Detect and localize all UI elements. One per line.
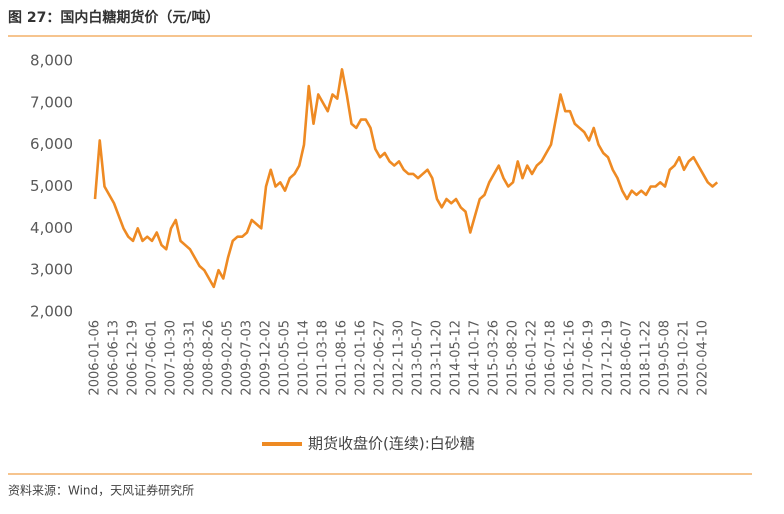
x-tick-label: 2012-01-16: [354, 320, 369, 396]
y-tick-label: 8,000: [30, 52, 73, 70]
x-tick-label: 2015-03-26: [487, 320, 502, 396]
x-tick-label: 2017-06-19: [582, 320, 597, 396]
x-tick-label: 2012-06-27: [373, 320, 388, 396]
x-tick-label: 2013-05-07: [411, 320, 426, 396]
x-tick-label: 2009-02-05: [221, 320, 236, 396]
x-tick-label: 2012-11-30: [392, 320, 407, 396]
x-tick-label: 2006-06-13: [107, 320, 122, 396]
x-tick-label: 2007-10-30: [164, 320, 179, 396]
x-tick-label: 2019-05-08: [658, 320, 673, 396]
x-tick-label: 2017-12-19: [601, 320, 616, 396]
y-tick-label: 2,000: [30, 303, 73, 321]
y-tick-label: 6,000: [30, 135, 73, 153]
x-tick-label: 2016-07-18: [544, 320, 559, 396]
legend-label: 期货收盘价(连续):白砂糖: [308, 435, 475, 453]
y-tick-label: 7,000: [30, 93, 73, 111]
x-tick-label: 2016-12-16: [563, 320, 578, 396]
y-tick-label: 5,000: [30, 177, 73, 195]
series-line: [93, 68, 719, 289]
x-tick-label: 2014-05-12: [449, 320, 464, 396]
x-tick-label: 2018-06-07: [620, 320, 635, 396]
x-tick-label: 2020-04-10: [696, 320, 711, 396]
x-tick-label: 2014-10-17: [468, 320, 483, 396]
x-tick-label: 2009-12-02: [259, 320, 274, 396]
x-tick-label: 2006-12-19: [126, 320, 141, 396]
x-tick-label: 2015-08-20: [506, 320, 521, 396]
x-tick-label: 2016-01-22: [525, 320, 540, 396]
x-tick-label: 2011-08-16: [335, 320, 350, 396]
y-tick-label: 4,000: [30, 219, 73, 237]
x-tick-label: 2018-11-22: [639, 320, 654, 396]
x-tick-label: 2010-05-05: [278, 320, 293, 396]
chart-title: 图 27：国内白糖期货价（元/吨）: [8, 9, 219, 26]
x-tick-label: 2008-03-31: [183, 320, 198, 396]
x-tick-label: 2008-08-26: [202, 320, 217, 396]
x-tick-label: 2013-11-20: [430, 320, 445, 396]
x-tick-label: 2009-07-03: [240, 320, 255, 396]
x-tick-label: 2010-10-14: [297, 320, 312, 396]
x-tick-label: 2006-01-06: [88, 320, 103, 396]
x-tick-label: 2019-10-21: [677, 320, 692, 396]
x-tick-label: 2007-06-01: [145, 320, 160, 396]
x-tick-label: 2011-03-18: [316, 320, 331, 396]
source-note: 资料来源：Wind，天风证券研究所: [8, 483, 194, 498]
y-tick-label: 3,000: [30, 261, 73, 279]
